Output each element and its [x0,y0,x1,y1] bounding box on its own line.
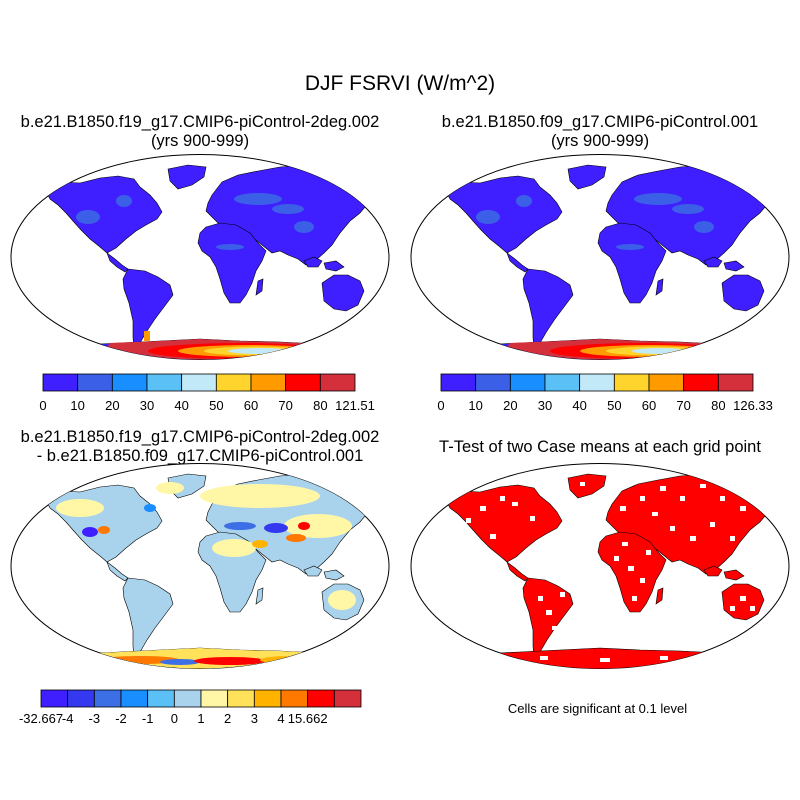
panel-1-title-line1: b.e21.B1850.f19_g17.CMIP6-piControl-2deg… [20,113,380,131]
colorbar-2-swatch [544,373,581,392]
colorbar-3-swatch [200,689,229,708]
colorbar-2-tick-label: 80 [711,398,725,413]
map-panel-1 [10,154,390,360]
map-panel-3 [10,463,390,669]
colorbar-1-swatch [181,373,217,392]
colorbar-3: -32.667-4 -3 -2 -1 0 1 2 3 4 15.662 [19,689,362,726]
panel-3-title-line2: - b.e21.B1850.f09_g17.CMIP6-piControl.00… [36,447,364,465]
colorbar-1-tick-label: 121.51 [335,398,375,413]
colorbar-3-swatch [227,689,255,708]
panel-3-title-line1: b.e21.B1850.f19_g17.CMIP6-piControl-2deg… [20,428,380,446]
colorbar-3-tick-label: 2 [224,711,231,726]
antarctic-diff [40,648,360,669]
map-panel-4 [410,463,790,669]
colorbar-2-tick-label: 0 [437,398,444,413]
colorbar-1-swatch [250,373,287,392]
panel-2-title-line2: (yrs 900-999) [550,132,650,150]
colorbar-3-tick-label: -2 [115,711,127,726]
colorbar-2-tick-label: 126.33 [733,398,773,413]
colorbar-1-swatch [285,373,321,392]
colorbar-2-swatch [509,373,546,392]
colorbar-3-tick-label: -3 [89,711,101,726]
panel-2-title-line1: b.e21.B1850.f09_g17.CMIP6-piControl.001 [441,113,759,131]
colorbar-3-swatch [40,689,69,708]
panel-3-title: b.e21.B1850.f19_g17.CMIP6-piControl-2deg… [2,428,398,466]
colorbar-3-swatch [147,689,175,708]
panel-4-title: T-Test of two Case means at each grid po… [402,438,798,457]
colorbar-3-swatch [173,689,202,708]
colorbar-3-swatch [93,689,122,708]
main-title: DJF FSRVI (W/m^2) [304,72,496,95]
colorbar-2-swatch [717,373,754,392]
colorbar-2-swatch [579,373,615,392]
colorbar-3-tick-label: -32.667 [19,711,63,726]
antarctic-gradient-2 [500,339,760,360]
colorbar-3-swatch [307,689,335,708]
colorbar-1-tick-label: 10 [70,398,84,413]
colorbar-3-tick-label: -4 [62,711,74,726]
colorbar-1-tick-label: 0 [39,398,46,413]
colorbar-2-tick-label: 60 [642,398,656,413]
colorbar-3-swatch [333,689,362,708]
colorbar-2-swatch [475,373,511,392]
colorbar-2-swatch [613,373,650,392]
colorbar-1: 0 10 20 30 40 50 60 70 80 121.51 [39,373,375,413]
colorbar-1-tick-label: 60 [244,398,258,413]
panel-4-title-line1: T-Test of two Case means at each grid po… [439,438,761,456]
colorbar-1-swatch [77,373,113,392]
colorbar-3-tick-label: 3 [251,711,258,726]
colorbar-2-tick-label: 70 [676,398,690,413]
colorbar-1-tick-label: 50 [209,398,223,413]
colorbar-3-tick-label: -1 [142,711,154,726]
panel-1-title: b.e21.B1850.f19_g17.CMIP6-piControl-2deg… [2,113,398,151]
panel-1-title-line2: (yrs 900-999) [150,132,250,150]
colorbar-1-swatch [42,373,79,392]
colorbar-3-tick-label: 0 [171,711,178,726]
colorbar-3-tick-label: 15.662 [288,711,328,726]
colorbar-3-swatch [67,689,95,708]
colorbar-2-tick-label: 20 [503,398,517,413]
colorbar-3-swatch [280,689,309,708]
colorbar-2-swatch [683,373,719,392]
colorbar-1-tick-label: 30 [140,398,154,413]
colorbar-2-tick-label: 10 [468,398,482,413]
colorbar-1-tick-label: 40 [174,398,188,413]
colorbar-1-swatch [215,373,252,392]
colorbar-3-tick-label: 4 [277,711,284,726]
colorbar-2: 0 10 20 30 40 50 60 70 80 126.33 [437,373,773,413]
colorbar-2-swatch [648,373,685,392]
colorbar-1-tick-label: 80 [313,398,327,413]
panel-2-title: b.e21.B1850.f09_g17.CMIP6-piControl.001 … [402,113,798,151]
colorbar-1-tick-label: 70 [278,398,292,413]
colorbar-1-swatch [111,373,148,392]
significance-note: Cells are significant at 0.1 level [507,701,688,716]
colorbar-3-swatch [253,689,282,708]
colorbar-1-tick-label: 20 [105,398,119,413]
colorbar-2-tick-label: 50 [607,398,621,413]
colorbar-3-swatch [120,689,149,708]
map-panel-2 [410,154,790,360]
colorbar-2-swatch [440,373,477,392]
colorbar-2-tick-label: 40 [572,398,586,413]
colorbar-3-tick-label: 1 [197,711,204,726]
colorbar-1-swatch [146,373,183,392]
colorbar-2-tick-label: 30 [538,398,552,413]
colorbar-1-swatch [319,373,356,392]
